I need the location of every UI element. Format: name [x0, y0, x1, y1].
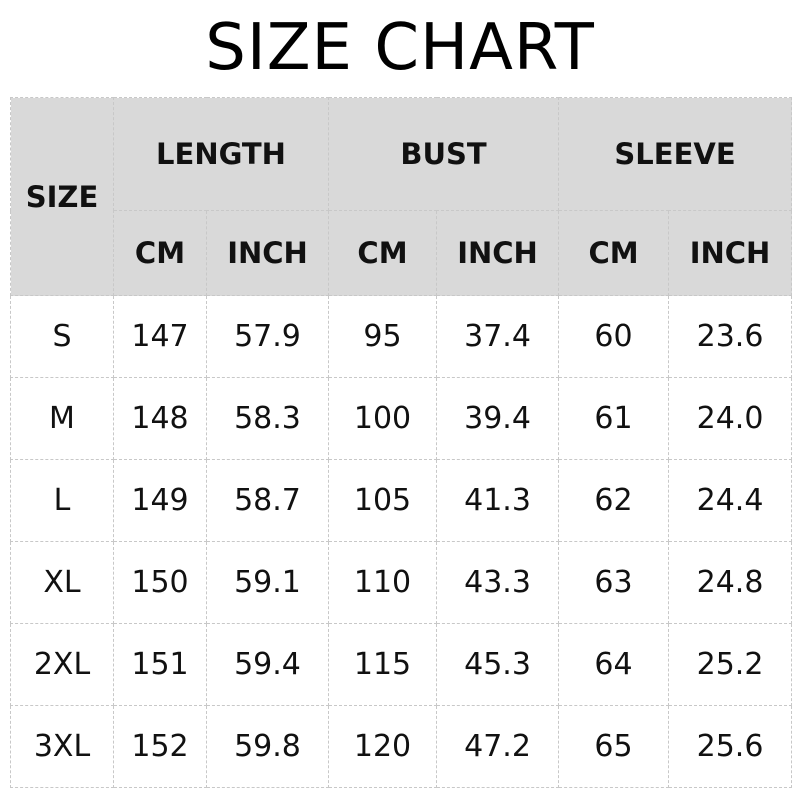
- value-cell: 41.3: [435, 459, 560, 542]
- value-cell: 105: [328, 459, 437, 542]
- value-cell: 23.6: [668, 295, 793, 378]
- value-cell: 95: [328, 295, 437, 378]
- value-cell: 149: [113, 459, 207, 542]
- size-cell: 2XL: [10, 623, 114, 706]
- value-cell: 59.8: [206, 705, 329, 788]
- value-cell: 64: [558, 623, 670, 706]
- size-chart-table: SIZE LENGTH BUST SLEEVE CM INCH CM INCH …: [10, 97, 793, 788]
- page-title: SIZE CHART: [205, 11, 595, 85]
- value-cell: 65: [558, 705, 670, 788]
- value-cell: 63: [558, 541, 670, 624]
- value-cell: 43.3: [435, 541, 560, 624]
- value-cell: 115: [328, 623, 437, 706]
- table-row: 3XL 152 59.8 120 47.2 65 25.6: [10, 705, 793, 788]
- header-unit: CM: [113, 210, 207, 296]
- value-cell: 150: [113, 541, 207, 624]
- value-cell: 24.4: [668, 459, 793, 542]
- value-cell: 25.6: [668, 705, 793, 788]
- header-unit: CM: [558, 210, 670, 296]
- value-cell: 58.7: [206, 459, 329, 542]
- header-length: LENGTH: [113, 97, 329, 211]
- table-row: S 147 57.9 95 37.4 60 23.6: [10, 295, 793, 378]
- header-unit: INCH: [435, 210, 560, 296]
- value-cell: 59.1: [206, 541, 329, 624]
- value-cell: 24.8: [668, 541, 793, 624]
- size-cell: L: [10, 459, 114, 542]
- value-cell: 60: [558, 295, 670, 378]
- header-bust: BUST: [327, 97, 560, 211]
- value-cell: 37.4: [435, 295, 560, 378]
- value-cell: 39.4: [435, 377, 560, 460]
- header-sleeve: SLEEVE: [558, 97, 793, 211]
- header-unit: CM: [328, 210, 437, 296]
- value-cell: 24.0: [668, 377, 793, 460]
- table-row: M 148 58.3 100 39.4 61 24.0: [10, 377, 793, 460]
- size-cell: S: [10, 295, 114, 378]
- table-row: L 149 58.7 105 41.3 62 24.4: [10, 459, 793, 542]
- value-cell: 147: [113, 295, 207, 378]
- value-cell: 25.2: [668, 623, 793, 706]
- value-cell: 110: [328, 541, 437, 624]
- value-cell: 59.4: [206, 623, 329, 706]
- header-unit: INCH: [206, 210, 329, 296]
- table-row: 2XL 151 59.4 115 45.3 64 25.2: [10, 623, 793, 706]
- value-cell: 62: [558, 459, 670, 542]
- value-cell: 47.2: [435, 705, 560, 788]
- size-cell: 3XL: [10, 705, 114, 788]
- value-cell: 100: [328, 377, 437, 460]
- value-cell: 152: [113, 705, 207, 788]
- header-unit: INCH: [668, 210, 793, 296]
- value-cell: 58.3: [206, 377, 329, 460]
- value-cell: 45.3: [435, 623, 560, 706]
- table-row: XL 150 59.1 110 43.3 63 24.8: [10, 541, 793, 624]
- value-cell: 57.9: [206, 295, 329, 378]
- header-size: SIZE: [10, 97, 114, 296]
- value-cell: 120: [328, 705, 437, 788]
- size-cell: M: [10, 377, 114, 460]
- value-cell: 151: [113, 623, 207, 706]
- size-cell: XL: [10, 541, 114, 624]
- value-cell: 148: [113, 377, 207, 460]
- value-cell: 61: [558, 377, 670, 460]
